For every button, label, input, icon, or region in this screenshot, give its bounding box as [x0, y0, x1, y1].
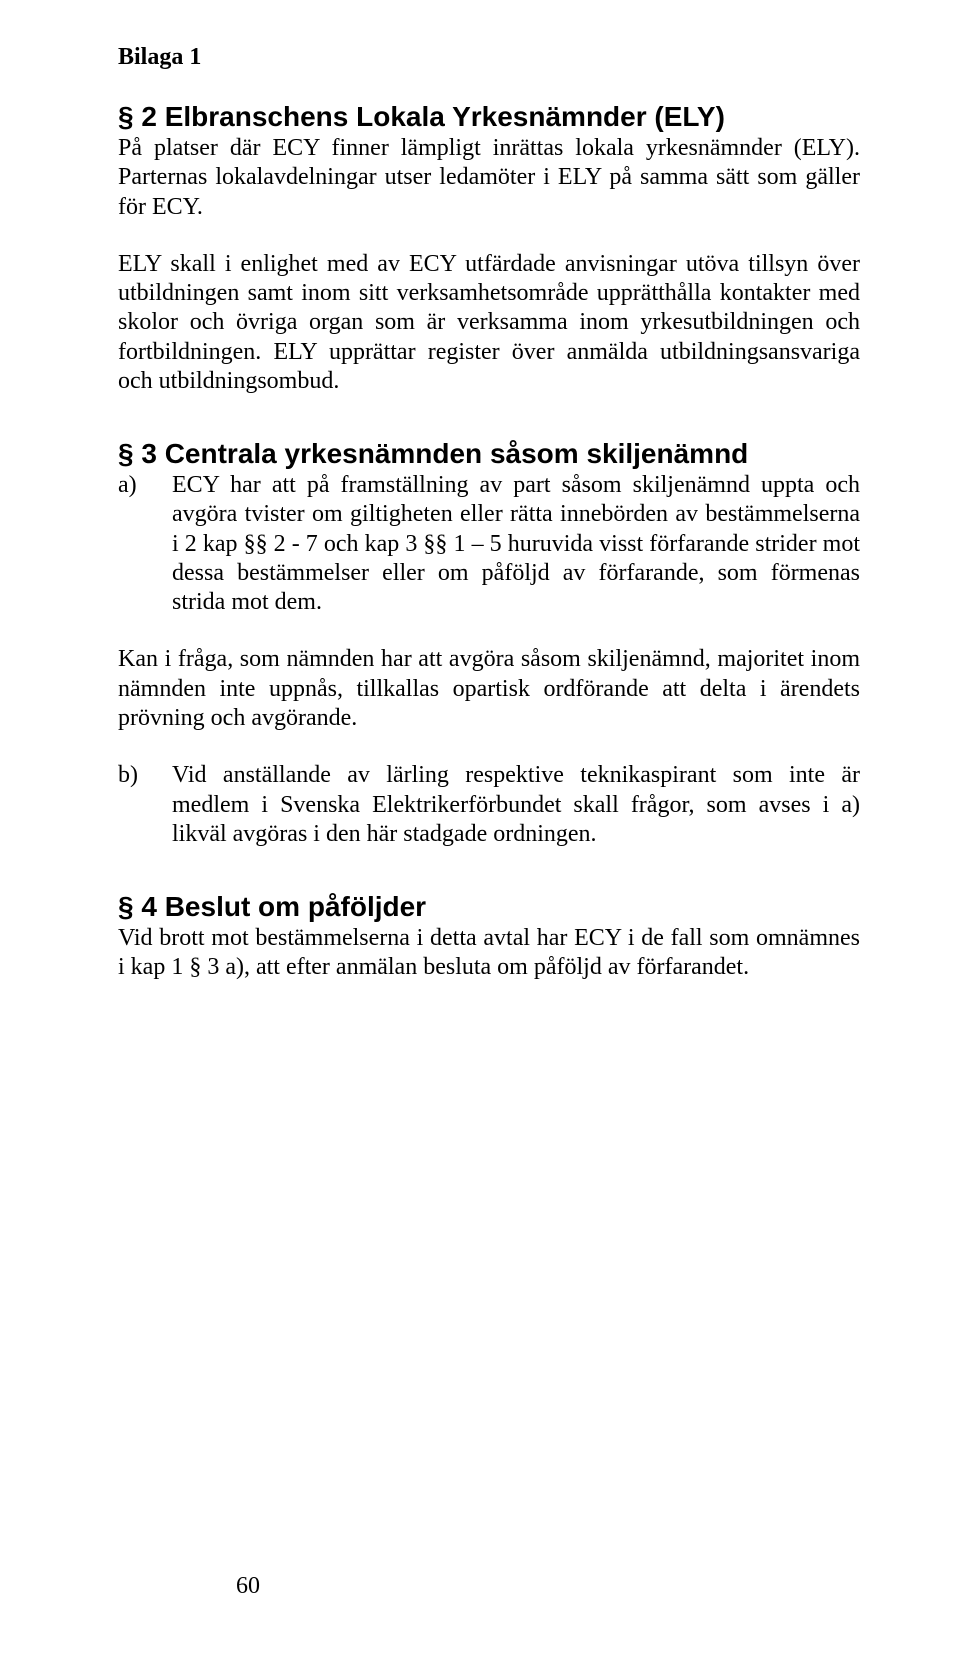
page-number: 60 [236, 1573, 260, 1600]
section-3-mid: Kan i fråga, som nämnden har att avgöra … [118, 645, 860, 733]
section-3-a-text: ECY har att på framställning av part sås… [172, 471, 860, 617]
section-3-b-text: Vid anställande av lärling respektive te… [172, 761, 860, 849]
section-2-p2: ELY skall i enlighet med av ECY utfärdad… [118, 250, 860, 396]
appendix-label: Bilaga 1 [118, 44, 860, 71]
section-2-p1: På platser där ECY finner lämpligt inrät… [118, 134, 860, 222]
section-3-heading: § 3 Centrala yrkesnämnden såsom skiljenä… [118, 436, 860, 471]
list-marker-a: a) [118, 471, 172, 617]
section-2-heading: § 2 Elbranschens Lokala Yrkesnämnder (EL… [118, 99, 860, 134]
section-3-item-b: b) Vid anställande av lärling respektive… [118, 761, 860, 849]
section-3-item-a: a) ECY har att på framställning av part … [118, 471, 860, 617]
section-4-p1: Vid brott mot bestämmelserna i detta avt… [118, 924, 860, 983]
list-marker-b: b) [118, 761, 172, 849]
section-4-heading: § 4 Beslut om påföljder [118, 889, 860, 924]
